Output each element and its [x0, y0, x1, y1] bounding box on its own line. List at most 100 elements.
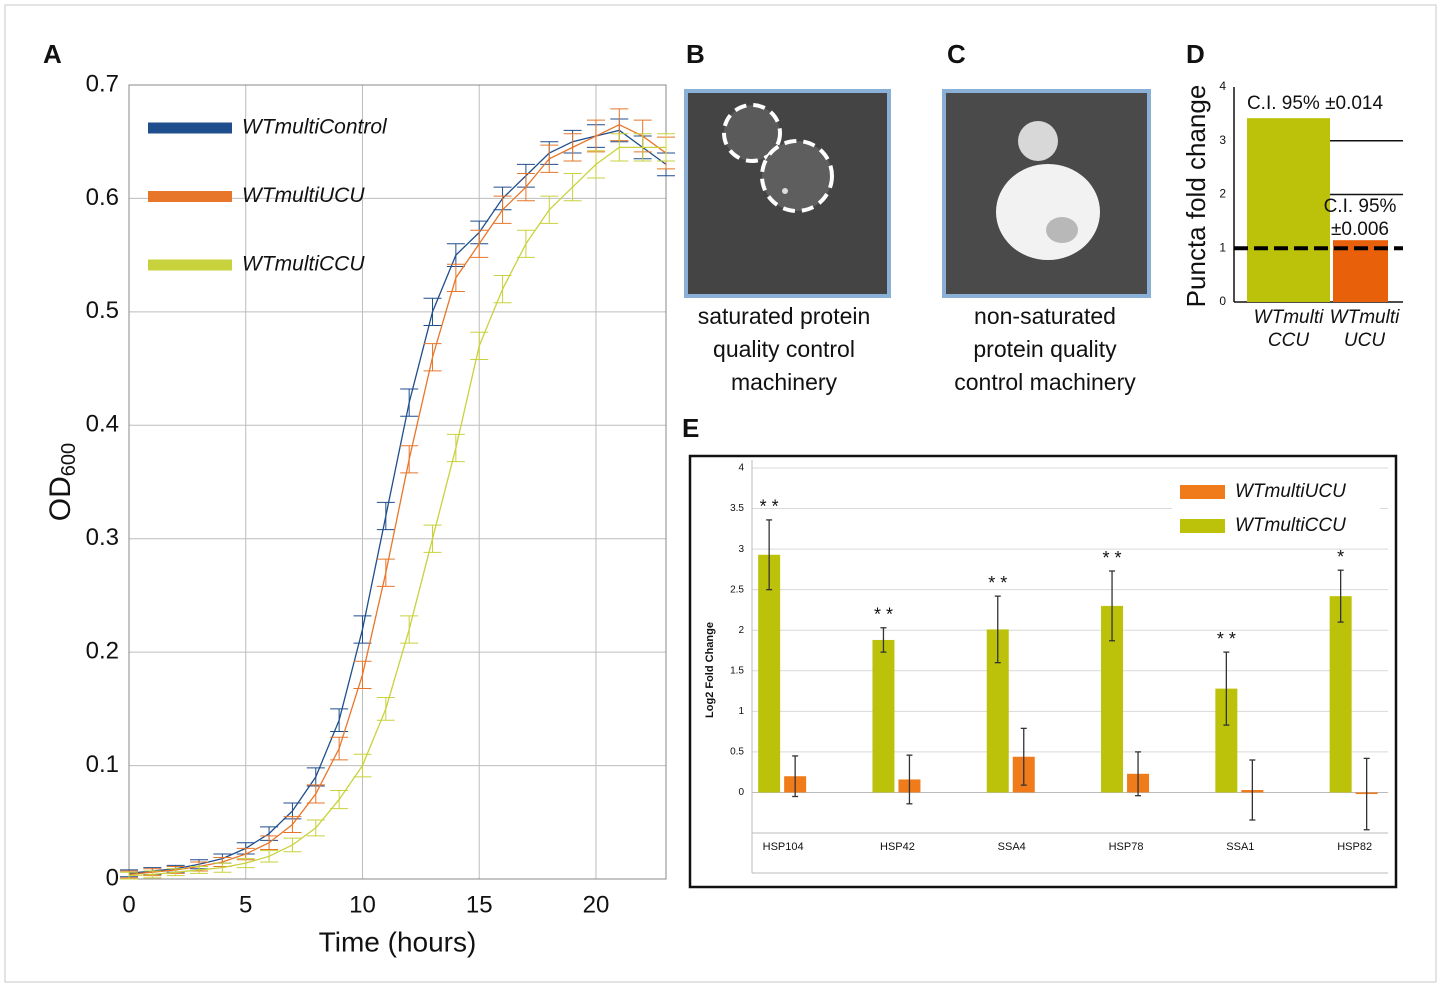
- x-tick-label: HSP78: [1109, 841, 1144, 853]
- error-bar: [190, 866, 209, 874]
- y-tick-label: 3: [738, 544, 744, 555]
- plot-frame: [128, 84, 667, 880]
- error-bar: [994, 595, 1001, 664]
- y-tick-label: 4: [738, 463, 744, 474]
- micrograph-c: [942, 89, 1151, 298]
- x-tick-label: 20: [583, 891, 610, 918]
- error-bar: [143, 870, 162, 879]
- error-bar: [236, 858, 255, 869]
- error-bar: [213, 862, 232, 873]
- caption-line: machinery: [731, 369, 838, 395]
- error-bar: [120, 871, 138, 880]
- significance: * *: [760, 497, 779, 517]
- error-bar: [166, 868, 185, 877]
- error-bar: [470, 229, 489, 258]
- legend-label: WTmultiCCU: [242, 253, 365, 276]
- y-tick-label: 0.1: [86, 751, 119, 778]
- error-bar: [446, 243, 465, 267]
- series-line: [128, 129, 667, 874]
- error-bar: [283, 837, 302, 853]
- error-bar: [540, 195, 559, 224]
- bar: [1215, 688, 1238, 793]
- panel-e-frame: [688, 454, 1398, 889]
- legend-box: [1172, 472, 1380, 548]
- error-bar: [353, 660, 372, 689]
- error-bar: [376, 697, 395, 721]
- y-axis-label: Puncta fold change: [1181, 85, 1211, 308]
- y-tick-label: 0.5: [730, 747, 744, 758]
- y-tick-label: 0: [738, 787, 744, 798]
- error-bar: [283, 816, 302, 833]
- error-bar: [330, 736, 349, 761]
- error-bar: [1249, 759, 1256, 821]
- error-bar: [353, 753, 372, 778]
- error-bar: [1109, 570, 1116, 642]
- error-bar: [400, 445, 419, 474]
- error-bar: [586, 150, 605, 179]
- error-bar: [563, 133, 582, 162]
- y-tick-label: 0.5: [86, 297, 119, 324]
- x-tick-label: 15: [466, 891, 493, 918]
- error-bar: [1363, 757, 1370, 831]
- x-tick-label: 10: [349, 891, 376, 918]
- series-line: [128, 123, 667, 876]
- y-axis-label: OD600: [44, 443, 80, 521]
- legend-label: WTmultiUCU: [1235, 481, 1346, 502]
- y-tick-label: 2: [738, 625, 744, 636]
- y-tick-label: 0.2: [86, 637, 119, 664]
- annotation: C.I. 95%: [1324, 196, 1397, 217]
- bar: [1329, 596, 1352, 793]
- annotation: ±0.006: [1331, 219, 1389, 240]
- legend-swatch: [1180, 519, 1225, 533]
- significance: * *: [1103, 548, 1122, 568]
- error-bar: [446, 263, 465, 292]
- x-axis-label: Time (hours): [319, 926, 477, 957]
- bar: [758, 554, 781, 793]
- y-axis-label-main: OD: [44, 476, 77, 521]
- series-line: [128, 146, 666, 877]
- y-tick-label: 0.3: [86, 524, 119, 551]
- caption-line: non-saturated: [974, 303, 1116, 329]
- panel-letter: D: [1186, 39, 1205, 69]
- error-bar: [792, 755, 799, 798]
- error-bar: [633, 133, 652, 162]
- bar: [1247, 118, 1330, 302]
- significance: * *: [874, 605, 893, 625]
- y-tick-label: 0.6: [86, 184, 119, 211]
- x-tick-label: WTmulti: [1254, 307, 1324, 328]
- bar: [872, 639, 895, 793]
- panel-letter: E: [682, 413, 699, 443]
- y-axis-label: Log2 Fold Change: [704, 622, 716, 718]
- error-bar: [1020, 727, 1027, 786]
- y-tick-label: 0.7: [86, 70, 119, 97]
- error-bar: [540, 144, 559, 173]
- error-bar: [1223, 651, 1230, 726]
- x-tick-label: 5: [239, 891, 252, 918]
- error-bar: [906, 754, 913, 805]
- legend-label: WTmultiControl: [242, 116, 388, 139]
- micrograph-b: [684, 89, 891, 298]
- error-bar: [563, 172, 582, 202]
- error-bar: [423, 297, 442, 326]
- x-tick-label: CCU: [1268, 330, 1309, 351]
- error-bar: [376, 501, 395, 531]
- annotation: C.I. 95% ±0.014: [1247, 93, 1384, 114]
- error-bar: [400, 388, 419, 417]
- x-tick-label: WTmulti: [1330, 307, 1400, 328]
- significance: * *: [988, 573, 1007, 593]
- caption-line: quality control: [713, 336, 855, 362]
- error-bar: [423, 343, 442, 372]
- bar: [1101, 605, 1124, 793]
- error-bar: [766, 519, 773, 591]
- panel-letter: A: [43, 39, 62, 69]
- caption-line: control machinery: [954, 369, 1136, 395]
- x-tick-label: HSP104: [763, 841, 804, 853]
- figure-border: [4, 4, 1437, 983]
- error-bar: [330, 790, 349, 810]
- legend-label: WTmultiCCU: [1235, 515, 1346, 536]
- error-bar: [657, 133, 675, 162]
- y-tick-label: 0.4: [86, 411, 119, 438]
- x-tick-label: SSA4: [998, 841, 1026, 853]
